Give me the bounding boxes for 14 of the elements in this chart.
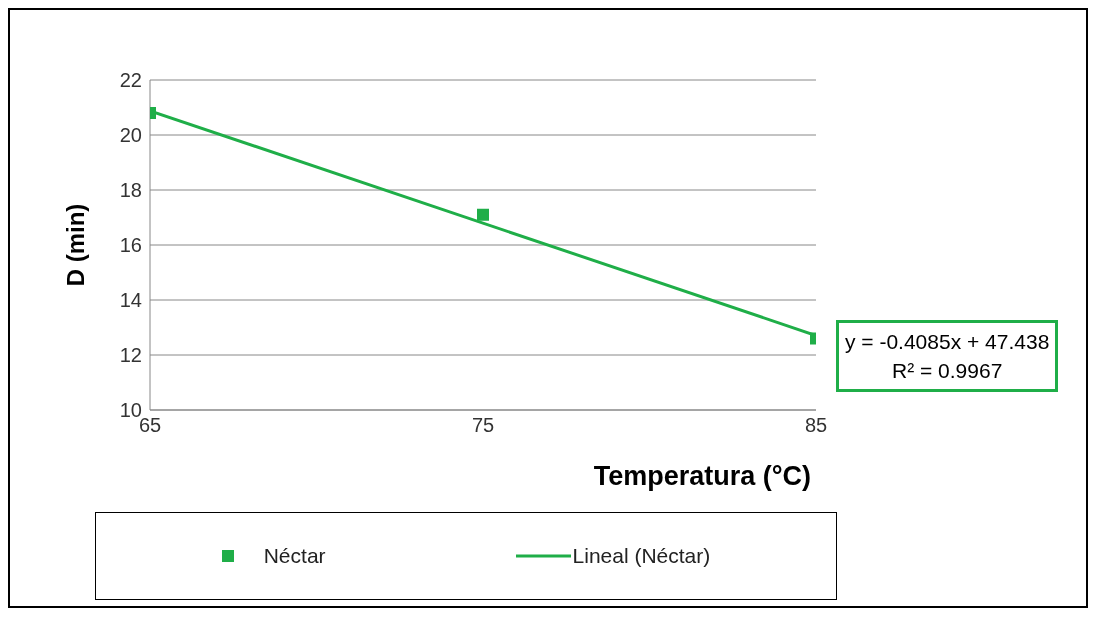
text: R² = 0.9967 [891, 358, 1004, 384]
legend-label: Lineal (Néctar) [572, 544, 711, 568]
y-tick-label: 22 [119, 69, 142, 92]
y-axis-title: D (min) [61, 203, 89, 287]
y-tick-label: 16 [119, 234, 142, 257]
y-tick-label: 14 [119, 289, 142, 312]
x-axis-title: Temperatura (°C) [593, 461, 811, 491]
y-tick-label: 18 [119, 179, 142, 202]
x-tick-label: 75 [471, 414, 495, 437]
legend-label: Néctar [263, 544, 326, 568]
y-tick-label: 12 [119, 344, 142, 367]
x-tick-label: 85 [804, 414, 828, 437]
y-tick-label: 20 [119, 124, 142, 147]
text: y = -0.4085x + 47.438 [845, 329, 1050, 355]
